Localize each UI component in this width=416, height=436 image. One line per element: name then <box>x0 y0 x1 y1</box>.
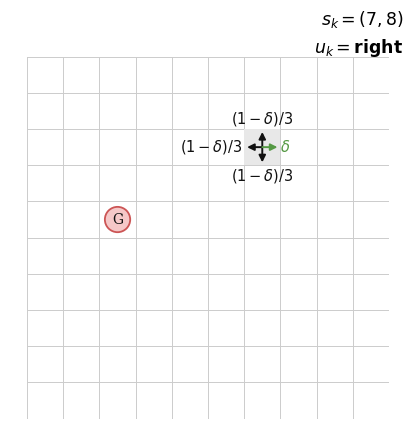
Bar <box>244 129 280 165</box>
Text: $s_k = (7, 8)$: $s_k = (7, 8)$ <box>321 9 404 30</box>
Circle shape <box>105 207 130 232</box>
Text: $\delta$: $\delta$ <box>280 139 290 155</box>
Text: $u_k = \mathbf{right}$: $u_k = \mathbf{right}$ <box>314 37 404 59</box>
Text: $(1-\delta)/3$: $(1-\delta)/3$ <box>180 138 243 156</box>
Text: $(1-\delta)/3$: $(1-\delta)/3$ <box>231 109 294 128</box>
Text: G: G <box>112 212 123 227</box>
Text: $(1-\delta)/3$: $(1-\delta)/3$ <box>231 167 294 185</box>
